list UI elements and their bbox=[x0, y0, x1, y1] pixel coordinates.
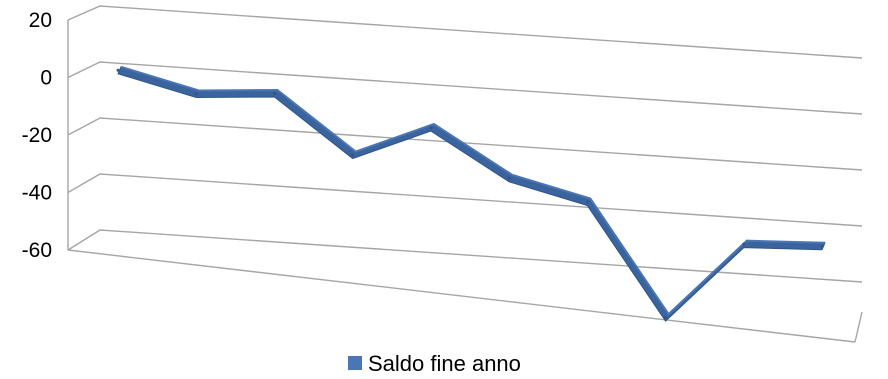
series-saldo-fine-anno bbox=[116, 65, 826, 322]
floor-right-edge bbox=[854, 311, 863, 343]
legend: Saldo fine anno bbox=[348, 351, 521, 376]
y-tick-label: 20 bbox=[29, 9, 52, 32]
legend-swatch bbox=[348, 356, 362, 370]
series-ribbon bbox=[117, 66, 826, 322]
floor-front-edge bbox=[67, 249, 856, 343]
y-tick-label: -40 bbox=[22, 182, 52, 205]
data-point bbox=[194, 92, 198, 96]
data-point bbox=[664, 316, 668, 320]
y-tick-label: -20 bbox=[22, 124, 52, 147]
data-point bbox=[507, 176, 511, 180]
data-point bbox=[351, 153, 355, 157]
legend-label: Saldo fine anno bbox=[368, 351, 521, 376]
gridline bbox=[67, 229, 863, 283]
data-point bbox=[116, 68, 120, 72]
y-tick-labels: 20 0 -20 -40 -60 bbox=[22, 9, 52, 262]
gridline bbox=[67, 5, 863, 59]
series-line bbox=[120, 65, 826, 316]
gridline bbox=[67, 173, 863, 227]
gridline bbox=[67, 61, 863, 115]
data-point bbox=[742, 242, 746, 246]
gridline bbox=[67, 117, 863, 171]
data-point bbox=[272, 92, 276, 96]
y-tick-label: -60 bbox=[22, 239, 52, 262]
data-point bbox=[820, 244, 824, 248]
axes bbox=[67, 20, 863, 343]
grid bbox=[67, 5, 863, 283]
data-point bbox=[585, 200, 589, 204]
data-point bbox=[429, 126, 433, 130]
y-tick-label: 0 bbox=[40, 67, 52, 90]
